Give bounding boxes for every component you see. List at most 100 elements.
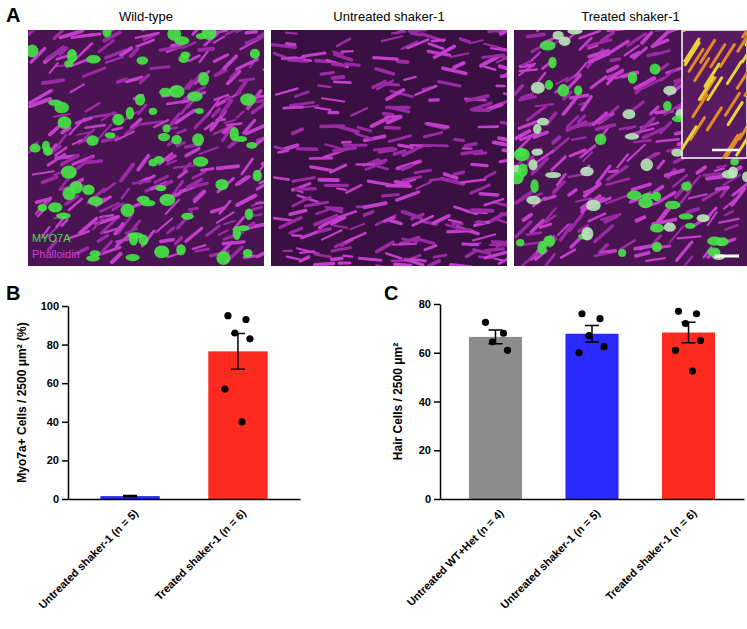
stereocilia — [342, 141, 350, 144]
stereocilia — [137, 40, 154, 47]
stereocilia — [104, 183, 115, 191]
stereocilia — [636, 253, 649, 256]
myo7a-signal — [139, 234, 149, 245]
myo7a-signal — [515, 148, 526, 157]
stereocilia — [394, 151, 405, 154]
tick-mark — [62, 344, 68, 346]
myo7a-signal — [240, 93, 256, 106]
stereocilia — [296, 187, 316, 191]
myo7a-signal — [28, 45, 38, 58]
stereocilia — [665, 170, 683, 175]
stereocilia — [60, 31, 82, 38]
micrograph-background — [514, 30, 747, 266]
data-point — [675, 308, 682, 315]
stereocilia — [77, 158, 92, 169]
stereocilia — [387, 90, 403, 99]
myo7a-signal — [526, 196, 540, 205]
stereocilia — [303, 53, 325, 56]
stereocilia — [112, 254, 121, 262]
stereocilia — [118, 79, 126, 82]
myo7a-signal — [514, 172, 524, 185]
stereocilia — [546, 254, 554, 265]
stereocilia — [588, 40, 611, 46]
stereocilia — [351, 108, 367, 116]
stereocilia — [223, 242, 244, 244]
stereocilia — [278, 151, 288, 153]
tick: Treated shaker-1 (n = 6) — [153, 507, 249, 603]
stereocilia — [125, 124, 139, 133]
myo7a-signal — [180, 51, 190, 58]
data-point — [221, 385, 228, 392]
stereocilia — [272, 45, 296, 48]
stereocilia — [382, 36, 403, 41]
stereocilia — [460, 39, 469, 42]
tick-label: 0 — [53, 493, 59, 505]
myo7a-signal — [112, 114, 124, 126]
myo7a-signal — [529, 159, 538, 170]
stereocilia — [60, 48, 67, 54]
stereocilia — [200, 147, 218, 154]
myo7a-signal — [105, 132, 116, 138]
tick: 40 — [47, 416, 68, 428]
stereocilia — [458, 227, 479, 234]
stereocilia — [627, 145, 644, 161]
data-point — [224, 312, 231, 319]
stereocilia — [687, 209, 698, 212]
myo7a-signal — [595, 134, 607, 146]
data-point — [242, 316, 249, 323]
stereocilia — [439, 82, 461, 86]
myo7a-signal — [198, 72, 209, 86]
myo7a-signal — [216, 251, 230, 265]
myo7a-signal — [154, 245, 169, 258]
stereocilia — [485, 199, 504, 205]
stereocilia — [131, 49, 138, 56]
stereocilia — [602, 33, 613, 41]
stereocilia — [402, 165, 411, 169]
stereocilia — [689, 194, 707, 198]
stereocilia — [444, 174, 456, 178]
stereocilia — [597, 166, 610, 183]
stereocilia — [389, 136, 410, 142]
stereocilia — [242, 159, 253, 174]
stereocilia — [274, 53, 284, 56]
stereocilia — [485, 67, 495, 70]
stereocilia — [394, 179, 415, 186]
stereocilia — [489, 30, 501, 32]
stereocilia — [657, 139, 679, 141]
stereocilia — [118, 215, 132, 233]
myo7a-signal — [171, 135, 182, 145]
stereocilia — [648, 53, 657, 55]
tick-mark — [62, 306, 68, 308]
stereocilia — [485, 252, 506, 258]
stereocilia — [293, 234, 302, 237]
stereocilia — [500, 66, 507, 69]
tick-label: 60 — [47, 377, 59, 389]
stereocilia — [601, 198, 610, 202]
stereocilia — [634, 140, 650, 142]
bar — [469, 337, 522, 499]
myo7a-signal — [581, 227, 593, 240]
myo7a-signal — [568, 30, 583, 35]
stereocilia — [595, 226, 613, 241]
stereocilia — [334, 148, 355, 151]
stereocilia — [286, 32, 296, 35]
myo7a-signal — [730, 159, 739, 166]
data-point — [596, 315, 603, 322]
stereocilia — [717, 188, 728, 190]
tick-label: 40 — [47, 416, 59, 428]
inset-stereocilia — [743, 30, 747, 37]
stereocilia — [37, 199, 48, 202]
micrograph — [271, 30, 507, 266]
stereocilia — [179, 171, 187, 177]
stereocilia — [405, 259, 423, 265]
myo7a-signal — [193, 156, 209, 166]
stereocilia — [485, 172, 495, 177]
stereocilia — [215, 95, 228, 100]
myo7a-signal — [195, 108, 204, 114]
stereocilia — [255, 136, 264, 145]
stereocilia — [497, 220, 507, 227]
stereocilia — [446, 225, 460, 229]
stereocilia — [199, 49, 213, 50]
stereocilia — [99, 40, 114, 51]
stereocilia — [558, 224, 569, 235]
